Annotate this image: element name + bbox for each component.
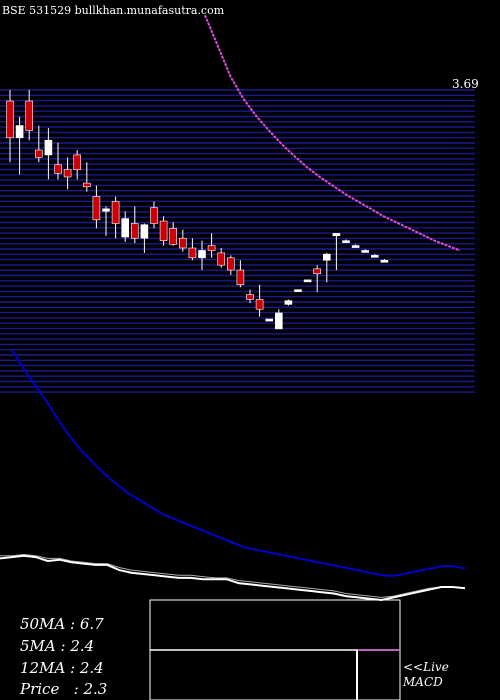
candle [131,206,139,244]
candle [380,259,389,263]
candle-body [236,269,245,286]
candle [236,260,245,288]
ma5-stat: 5MA : 2.4 [20,637,95,655]
candle [294,289,302,292]
candle-body [274,312,283,330]
candle-body [265,318,274,322]
ma-slow-line [11,349,466,577]
candle [73,150,81,180]
candle [332,233,341,271]
candle [169,222,177,246]
candle [207,233,216,258]
ma-fast2-line [0,553,466,598]
candle-body [351,245,360,248]
candle-body [131,223,139,239]
candle [92,185,101,229]
candle-body [111,201,120,224]
candle [63,157,72,190]
candle-body [303,279,312,283]
macd-label: MACD [403,675,443,689]
candle-body [342,240,350,243]
candle [121,211,129,242]
candle [227,255,235,275]
candle-body [15,125,24,139]
candle-body [92,196,101,221]
candle [15,116,24,175]
candle [198,240,206,271]
candle [34,125,43,163]
candle [111,196,120,239]
macd-label-live: <<Live [403,660,449,674]
candle [159,216,168,246]
candle-body [34,149,43,158]
moving-average-panel [0,349,466,602]
candle-body [313,268,322,275]
candle [6,90,14,163]
ma12-stat: 12MA : 2.4 [20,659,104,677]
candle [102,206,110,236]
candle-body [63,169,72,178]
candle-body [332,233,341,237]
ma-fast-line [0,554,466,602]
candle-body [150,207,158,224]
candle-body [169,228,177,245]
candles [6,90,389,330]
candle [284,299,293,306]
candle [188,238,197,261]
candle-body [121,218,129,238]
candle [274,309,283,330]
price-grid [0,89,475,393]
candle-body [322,253,331,261]
candle [255,284,264,317]
candle-body [25,100,34,131]
candle [351,244,360,248]
candle-body [140,224,149,239]
price-stat: Price : 2.3 [20,680,108,698]
candle [322,252,331,283]
candle-body [73,154,81,170]
candle [44,127,53,180]
candle-body [361,250,370,253]
candle [361,249,370,253]
candle-body [370,255,379,258]
ma-curve-line [204,14,461,252]
candle-body [102,208,110,212]
ma50-stat: 50MA : 6.7 [20,615,104,633]
candle-body [246,294,254,300]
candle [313,265,322,293]
candle-body [198,250,206,259]
candle-body [284,300,293,305]
candle-body [6,100,14,139]
candle [342,239,350,243]
candle-body [380,259,389,263]
candle [265,318,274,322]
candle-body [44,139,53,156]
candle [370,254,379,258]
candle [25,90,34,141]
macd-panel [149,599,401,700]
candle [150,201,158,229]
candle-body [227,257,235,271]
candle-body [207,245,216,251]
candle-body [179,237,187,249]
candle-body [54,164,62,174]
candle [179,229,187,252]
price-axis-labels: 3.69 [452,77,479,91]
candle [83,162,91,192]
candle-body [255,299,264,310]
candle-body [83,182,91,188]
candle-body [294,289,302,292]
candle [246,289,254,304]
candle [140,223,149,253]
candle-body [217,252,225,266]
chart-header: BSE 531529 bullkhan.munafasutra.com [2,4,225,17]
price-top-label: 3.69 [452,77,479,91]
candle [54,142,62,180]
candle-body [159,220,168,241]
candle [217,248,225,268]
candle-body [188,247,197,259]
ma-curve [204,14,461,252]
candle [303,279,312,283]
